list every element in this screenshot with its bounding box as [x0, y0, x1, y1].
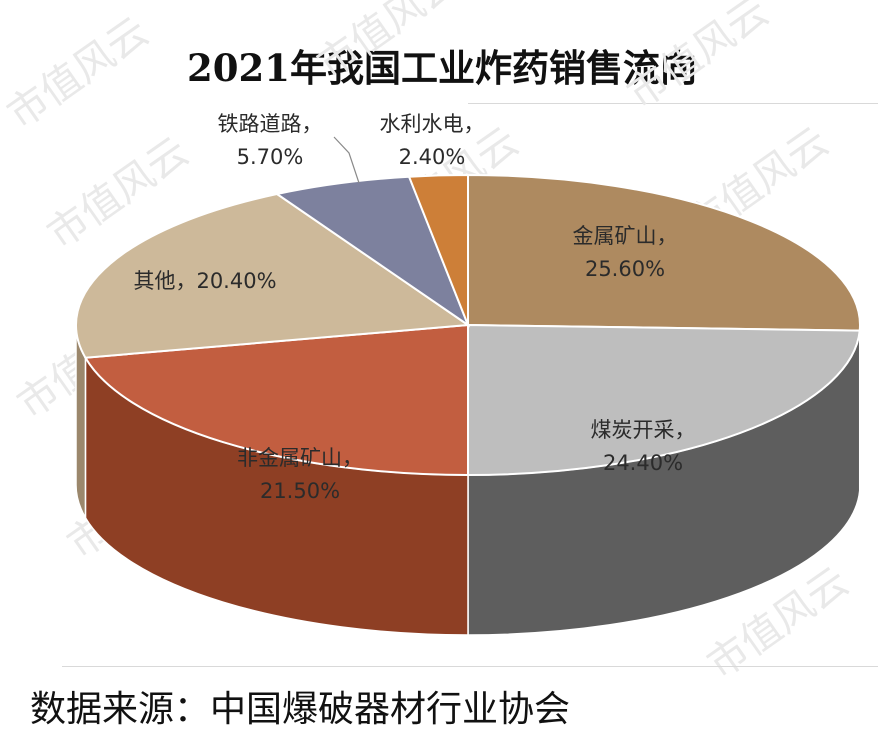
slice-coal-mining	[467, 323, 861, 477]
slice-label-railway-road: 铁路道路，	[218, 112, 323, 136]
slice-value-coal-mining: 24.40%	[603, 451, 683, 475]
source-divider	[62, 666, 878, 667]
slice-label-non-metal-mine: 非金属矿山，	[237, 446, 363, 470]
slice-metal-mine	[467, 173, 861, 332]
slice-value-railway-road: 5.70%	[237, 145, 304, 169]
slice-non-metal-mine	[83, 323, 469, 477]
leader-line-layer	[333, 136, 360, 184]
pie-side-layer	[75, 324, 861, 636]
watermark-text: 市值风云	[619, 0, 776, 118]
title-divider	[468, 103, 878, 104]
slice-label-coal-mining: 煤炭开采，	[591, 418, 696, 442]
chart-title: 2021年我国工业炸药销售流向	[187, 46, 697, 90]
slice-value-metal-mine: 25.60%	[585, 257, 665, 281]
pie-slice-layer	[75, 173, 861, 477]
slice-label-water-conservancy: 水利水电，	[380, 112, 485, 136]
source-note: 数据来源：中国爆破器材行业协会	[30, 689, 571, 730]
slice-water-conservancy	[407, 173, 469, 326]
watermark-text: 市值风云	[0, 9, 157, 138]
leader-line-railway-road	[333, 136, 360, 184]
slice-value-non-metal-mine: 21.50%	[260, 479, 340, 503]
slice-value-water-conservancy: 2.40%	[399, 145, 466, 169]
slice-railway-road	[274, 175, 471, 328]
watermark-text: 市值风云	[309, 0, 466, 88]
slice-label-layer: 金属矿山， 25.60% 煤炭开采， 24.40% 非金属矿山， 21.50% 其他，20.…	[133, 112, 695, 503]
slice-other	[75, 192, 471, 359]
slice-label-metal-mine: 金属矿山，	[573, 224, 678, 248]
slice-label-other: 其他，20.40%	[133, 269, 276, 293]
